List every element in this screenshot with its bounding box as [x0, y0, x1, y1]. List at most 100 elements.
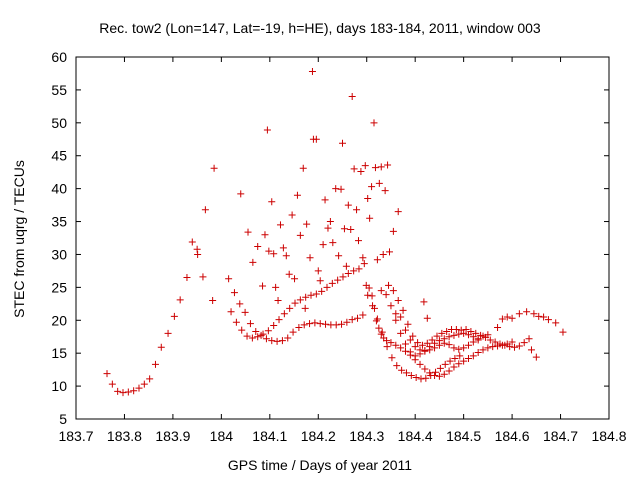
x-tick-label: 184.6 — [495, 428, 530, 444]
x-tick-label: 183.7 — [58, 428, 93, 444]
data-point — [130, 387, 138, 395]
y-tick-label: 25 — [51, 279, 67, 295]
data-point — [299, 164, 307, 172]
data-point — [355, 265, 363, 273]
data-point — [393, 362, 401, 370]
data-point — [489, 343, 497, 351]
data-point — [452, 325, 460, 333]
data-point — [275, 316, 283, 324]
data-point — [378, 328, 386, 336]
data-point — [170, 312, 178, 320]
data-point — [366, 214, 374, 222]
data-point — [385, 281, 393, 289]
data-point — [368, 183, 376, 191]
data-point — [460, 344, 468, 352]
data-point — [383, 343, 391, 351]
data-point — [194, 250, 202, 258]
y-tick-label: 30 — [51, 246, 67, 262]
data-point — [431, 344, 439, 352]
data-point — [361, 162, 369, 170]
data-point — [402, 369, 410, 377]
data-point — [462, 325, 470, 333]
data-point — [370, 119, 378, 127]
data-point — [114, 387, 122, 395]
data-point — [432, 368, 440, 376]
data-point — [286, 304, 294, 312]
data-point — [119, 389, 127, 397]
data-point — [337, 185, 345, 193]
data-point — [340, 225, 348, 233]
data-point — [339, 139, 346, 147]
data-point — [252, 327, 260, 335]
data-point — [316, 277, 324, 285]
data-point — [201, 206, 209, 214]
data-point — [506, 343, 514, 351]
data-point — [407, 372, 415, 380]
data-point — [397, 313, 405, 321]
data-point — [401, 326, 409, 334]
data-point — [302, 293, 310, 301]
data-point — [418, 341, 426, 349]
data-point — [259, 330, 267, 338]
data-point — [501, 341, 509, 349]
data-point — [307, 291, 315, 299]
data-point — [332, 185, 340, 193]
data-point — [540, 313, 548, 321]
data-point — [225, 275, 233, 283]
data-point — [311, 319, 319, 327]
data-point — [350, 165, 358, 173]
data-point — [261, 231, 269, 239]
data-point — [188, 238, 196, 246]
data-point — [338, 320, 346, 328]
data-point — [532, 353, 540, 361]
y-tick-label: 60 — [51, 49, 67, 65]
data-point — [243, 332, 251, 340]
axis-ticks: 183.7 183.8 183.9 184 184.1 184.2 184.3 184.4 18… — [51, 49, 626, 444]
data-point — [392, 310, 400, 318]
data-point — [164, 329, 172, 337]
data-point — [273, 337, 281, 345]
data-point — [392, 341, 400, 349]
y-tick-label: 55 — [51, 82, 67, 98]
data-point — [411, 343, 419, 351]
data-point — [289, 328, 297, 336]
data-point — [151, 360, 159, 368]
data-point — [515, 342, 523, 350]
data-point — [440, 339, 448, 347]
data-point — [270, 250, 278, 258]
data-point — [373, 315, 381, 323]
data-point — [436, 364, 444, 372]
data-point — [379, 250, 387, 258]
data-point — [440, 370, 448, 378]
y-tick-label: 10 — [51, 378, 67, 394]
data-point — [445, 341, 453, 349]
data-point — [227, 308, 235, 316]
data-point — [339, 273, 347, 281]
data-point — [387, 302, 395, 310]
data-point — [404, 320, 412, 328]
data-point — [259, 282, 267, 290]
data-point — [238, 326, 246, 334]
data-point — [274, 297, 282, 305]
data-point — [293, 191, 301, 199]
data-point — [103, 370, 111, 378]
y-tick-label: 50 — [51, 115, 67, 131]
data-point — [140, 380, 148, 388]
data-point — [335, 252, 343, 260]
x-tick-label: 184.5 — [446, 428, 481, 444]
data-point — [344, 201, 352, 209]
data-point — [268, 337, 276, 345]
data-point — [384, 161, 392, 169]
data-point — [381, 187, 389, 195]
data-point — [527, 346, 535, 354]
data-point — [428, 336, 436, 344]
data-point — [354, 237, 362, 245]
y-tick-label: 35 — [51, 214, 67, 230]
x-tick-label: 183.9 — [155, 428, 190, 444]
data-point — [552, 319, 560, 327]
data-point — [387, 339, 395, 347]
data-point — [398, 366, 406, 374]
data-point — [508, 314, 516, 322]
x-tick-label: 184.8 — [591, 428, 626, 444]
data-point — [388, 354, 396, 362]
